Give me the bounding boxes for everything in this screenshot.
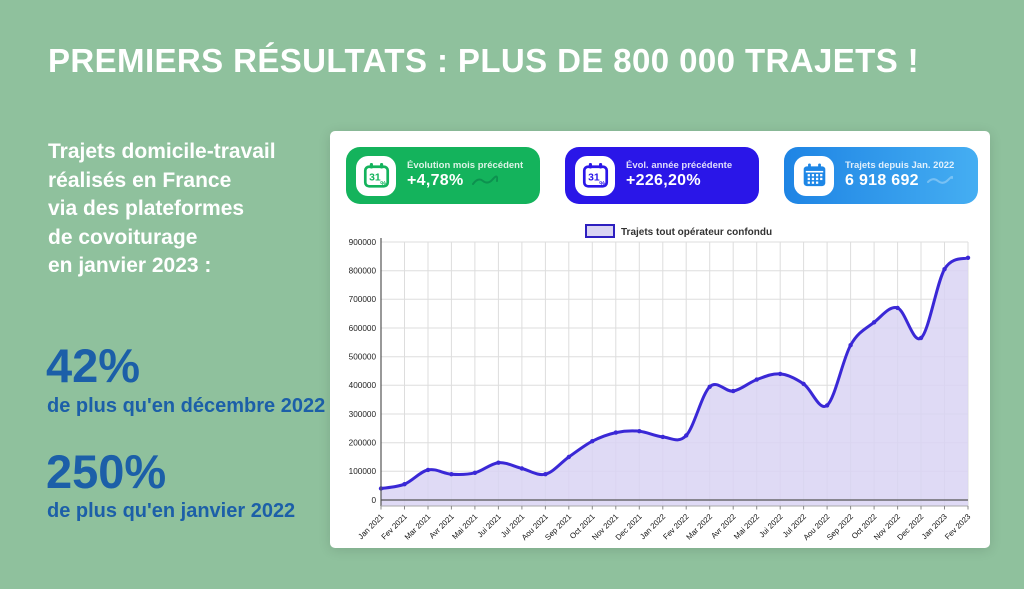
badge-label: Évol. année précédente [626,159,733,171]
x-axis-label: Jui 2021 [476,512,503,539]
intro-line: Trajets domicile-travail [48,140,276,163]
x-axis-label: Mar 2022 [684,512,714,542]
y-axis-label: 100000 [349,467,377,476]
chart-dot [731,388,736,394]
chart-dot [871,320,877,325]
intro-line: de covoiturage [48,225,198,249]
intro-line: réalisés en France [48,168,232,192]
trips-chart: 0 100000 200000 300000 400000 500000 600000 700… [349,224,972,542]
calendar-31-percent-icon: 31 % [356,155,396,196]
chart-dot [895,305,900,311]
chart-dot [449,472,454,477]
chart-dot [801,381,806,387]
svg-text:%: % [599,180,605,187]
chart-dot [637,429,642,434]
stat-month-over-month-caption: de plus qu'en décembre 2022 [47,395,326,417]
chart-dot [918,335,924,341]
chart-dot [402,482,407,487]
chart-dot [660,434,665,440]
y-axis-label: 400000 [349,381,377,390]
stats-card: 31 % Évolution mois précédent +4,78% [330,131,990,548]
x-axis-label: Mar 2021 [403,512,433,542]
x-axis-label: Jui 2022 [757,512,784,539]
chart-dot [472,470,478,475]
chart-dot [613,430,618,435]
x-axis-label: Mai 2021 [450,512,479,541]
badge-label: Évolution mois précédent [407,159,524,171]
chart-legend: Trajets tout opérateur confondu [621,227,772,238]
x-axis-label: Mai 2022 [732,512,761,541]
intro-text: Trajets domicile-travail réalisés en Fra… [48,138,276,281]
chart-area-fill [381,257,968,506]
trend-squiggle-icon [926,176,953,185]
chart-dot [965,255,971,260]
chart-dot [684,433,689,438]
trend-squiggle-icon [471,175,498,186]
legend-swatch [585,224,615,238]
chart-dot [824,403,830,408]
badge-evolution-year: 31 % Évol. année précédente +226,20% [565,147,759,204]
badge-value: +4,78% [407,171,523,191]
chart-dot [496,460,501,465]
y-axis-label: 700000 [349,295,377,304]
chart-dot [848,343,853,348]
intro-line: via des plateformes [48,197,245,220]
chart-dot [519,466,525,471]
calendar-31-percent-icon: 31 % [575,155,615,196]
badge-label: Trajets depuis Jan. 2022 [845,159,955,171]
svg-text:31: 31 [369,172,381,183]
y-axis-label: 300000 [349,410,377,419]
badge-evolution-month: 31 % Évolution mois précédent +4,78% [346,147,540,204]
x-axis-label: Fev 2023 [943,512,972,541]
chart-dot [425,467,431,473]
stat-year-over-year-value: 250% [46,445,167,498]
chart-dot [590,439,595,444]
svg-text:%: % [380,180,386,187]
chart-dot [566,454,571,460]
badge-total-trips: Trajets depuis Jan. 2022 6 918 692 [784,147,978,204]
chart-dot [778,371,783,377]
y-axis-label: 600000 [349,324,377,333]
chart-dot [942,267,947,272]
intro-line: en janvier 2023 : [48,254,212,277]
svg-text:31: 31 [588,172,600,183]
kpi-badges-row: 31 % Évolution mois précédent +4,78% [346,147,978,204]
chart-dot [754,377,759,382]
chart-dot [543,472,548,477]
page-title: PREMIERS RÉSULTATS : PLUS DE 800 000 TRA… [48,42,920,79]
y-axis-label: 800000 [349,267,377,276]
y-axis-label: 500000 [349,353,377,362]
stat-year-over-year-caption: de plus qu'en janvier 2022 [47,500,296,522]
stat-month-over-month-value: 42% [46,339,141,392]
badge-value: 6 918 692 [845,171,954,191]
y-axis-label: 200000 [349,439,377,448]
badge-value: +226,20% [626,172,701,190]
y-axis-label: 0 [371,496,376,505]
y-axis-label: 900000 [349,238,377,247]
chart-dot [707,384,712,389]
calendar-grid-icon [794,155,834,196]
